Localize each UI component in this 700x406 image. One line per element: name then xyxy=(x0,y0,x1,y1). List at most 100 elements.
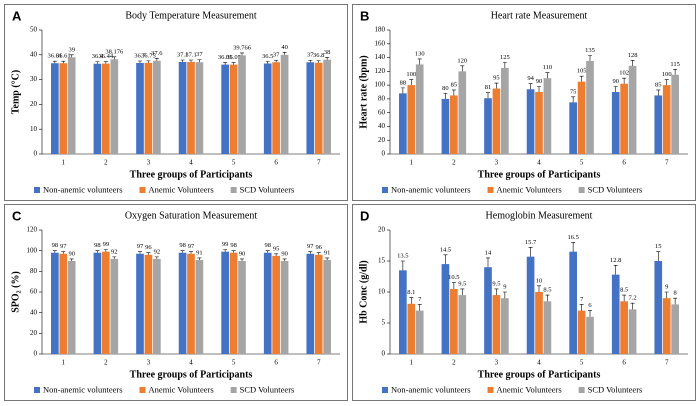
bar xyxy=(492,88,501,154)
legend-swatch xyxy=(34,187,40,193)
value-label: 94 xyxy=(527,75,534,82)
bar xyxy=(458,71,467,154)
bar xyxy=(67,261,76,354)
error-bar xyxy=(588,310,593,317)
value-label: 8.5 xyxy=(543,287,551,294)
bar xyxy=(501,298,509,354)
bar xyxy=(136,62,144,154)
y-tick-label: 160 xyxy=(375,39,386,47)
value-label: 120 xyxy=(457,57,467,64)
legend-label: Anemic Volunteers xyxy=(497,384,562,394)
error-bar xyxy=(622,294,627,302)
error-bar xyxy=(571,242,576,252)
x-tick-label: 2 xyxy=(452,159,456,167)
bar xyxy=(415,310,424,354)
bar xyxy=(543,78,552,154)
x-axis-label: Three groups of Participants xyxy=(478,369,601,380)
bar xyxy=(314,254,323,354)
y-axis-label: Temp (°C) xyxy=(10,70,21,114)
legend-label: Non-anemic volunteers xyxy=(43,384,123,394)
x-tick-label: 6 xyxy=(274,159,278,167)
legend-swatch xyxy=(139,187,146,193)
x-tick-label: 7 xyxy=(317,159,321,167)
y-tick-label: 20 xyxy=(30,329,38,337)
value-label: 37.6 xyxy=(151,50,163,57)
value-label: 80 xyxy=(442,85,449,92)
value-label: 102 xyxy=(619,70,629,77)
value-label: 36.05 xyxy=(218,54,233,61)
y-tick-label: 40 xyxy=(378,122,386,130)
value-label: 97 xyxy=(60,243,67,250)
error-bar xyxy=(103,61,108,64)
value-label: 9.5 xyxy=(492,280,500,287)
bar xyxy=(671,304,679,354)
legend-swatch xyxy=(487,187,494,193)
error-bar xyxy=(316,60,321,63)
value-label: 99 xyxy=(103,241,110,248)
error-bar xyxy=(537,285,541,292)
bar xyxy=(136,253,144,354)
value-label: 99 xyxy=(222,241,229,248)
error-bar xyxy=(95,250,100,253)
value-label: 16.5 xyxy=(567,234,578,241)
value-label: 88 xyxy=(400,79,407,86)
error-bar xyxy=(274,59,279,63)
error-bar xyxy=(673,68,678,75)
bar xyxy=(569,102,577,154)
y-tick-label: 120 xyxy=(27,226,38,234)
chart-title: Body Temperature Measurement xyxy=(125,10,257,21)
bar xyxy=(93,63,102,155)
value-label: 9.5 xyxy=(458,280,466,287)
y-tick-label: 120 xyxy=(375,67,386,75)
bar xyxy=(569,251,577,354)
y-tick-label: 40 xyxy=(30,50,38,58)
y-tick-label: 0 xyxy=(382,350,386,358)
bar xyxy=(229,64,238,154)
value-label: 37 xyxy=(196,51,203,58)
value-label: 36.8 xyxy=(313,52,324,59)
value-label: 92 xyxy=(154,248,161,255)
value-label: 90 xyxy=(536,78,543,85)
error-bar xyxy=(545,294,550,302)
bar xyxy=(450,288,458,354)
value-label: 91 xyxy=(196,249,203,256)
error-bar xyxy=(180,59,185,62)
bar xyxy=(238,55,246,154)
error-bar xyxy=(282,258,287,261)
y-tick-label: 20 xyxy=(378,136,386,144)
bar xyxy=(526,89,535,154)
chart-title: Hemoglobin Measurement xyxy=(486,210,593,221)
error-bar xyxy=(451,282,456,289)
bar xyxy=(153,258,161,354)
bar xyxy=(306,253,315,354)
error-bar xyxy=(189,59,193,62)
bar xyxy=(314,62,323,154)
x-tick-label: 3 xyxy=(147,359,151,367)
y-axis-label: Hb Conc (g/dl) xyxy=(358,260,369,323)
bar xyxy=(628,65,637,154)
value-label: 130 xyxy=(415,50,425,57)
bar xyxy=(535,292,543,354)
bar xyxy=(272,62,280,154)
bar xyxy=(323,59,331,155)
value-label: 36.7 xyxy=(134,52,146,59)
legend-label: Non-anemic volunteers xyxy=(43,184,123,194)
bar xyxy=(586,61,594,154)
bar xyxy=(51,63,59,154)
bar xyxy=(458,295,467,354)
legend-swatch xyxy=(139,387,146,393)
bar xyxy=(654,261,663,354)
x-tick-label: 2 xyxy=(104,359,108,367)
bar xyxy=(187,61,195,154)
error-bar xyxy=(494,288,499,296)
error-bar xyxy=(494,82,499,89)
error-bar xyxy=(61,60,66,64)
error-bar xyxy=(502,62,507,68)
x-tick-label: 4 xyxy=(537,359,541,367)
bar xyxy=(620,301,628,354)
error-bar xyxy=(460,288,465,296)
bar xyxy=(195,259,204,354)
error-bar xyxy=(274,253,279,256)
value-label: 14 xyxy=(485,249,492,256)
error-bar xyxy=(656,251,661,261)
